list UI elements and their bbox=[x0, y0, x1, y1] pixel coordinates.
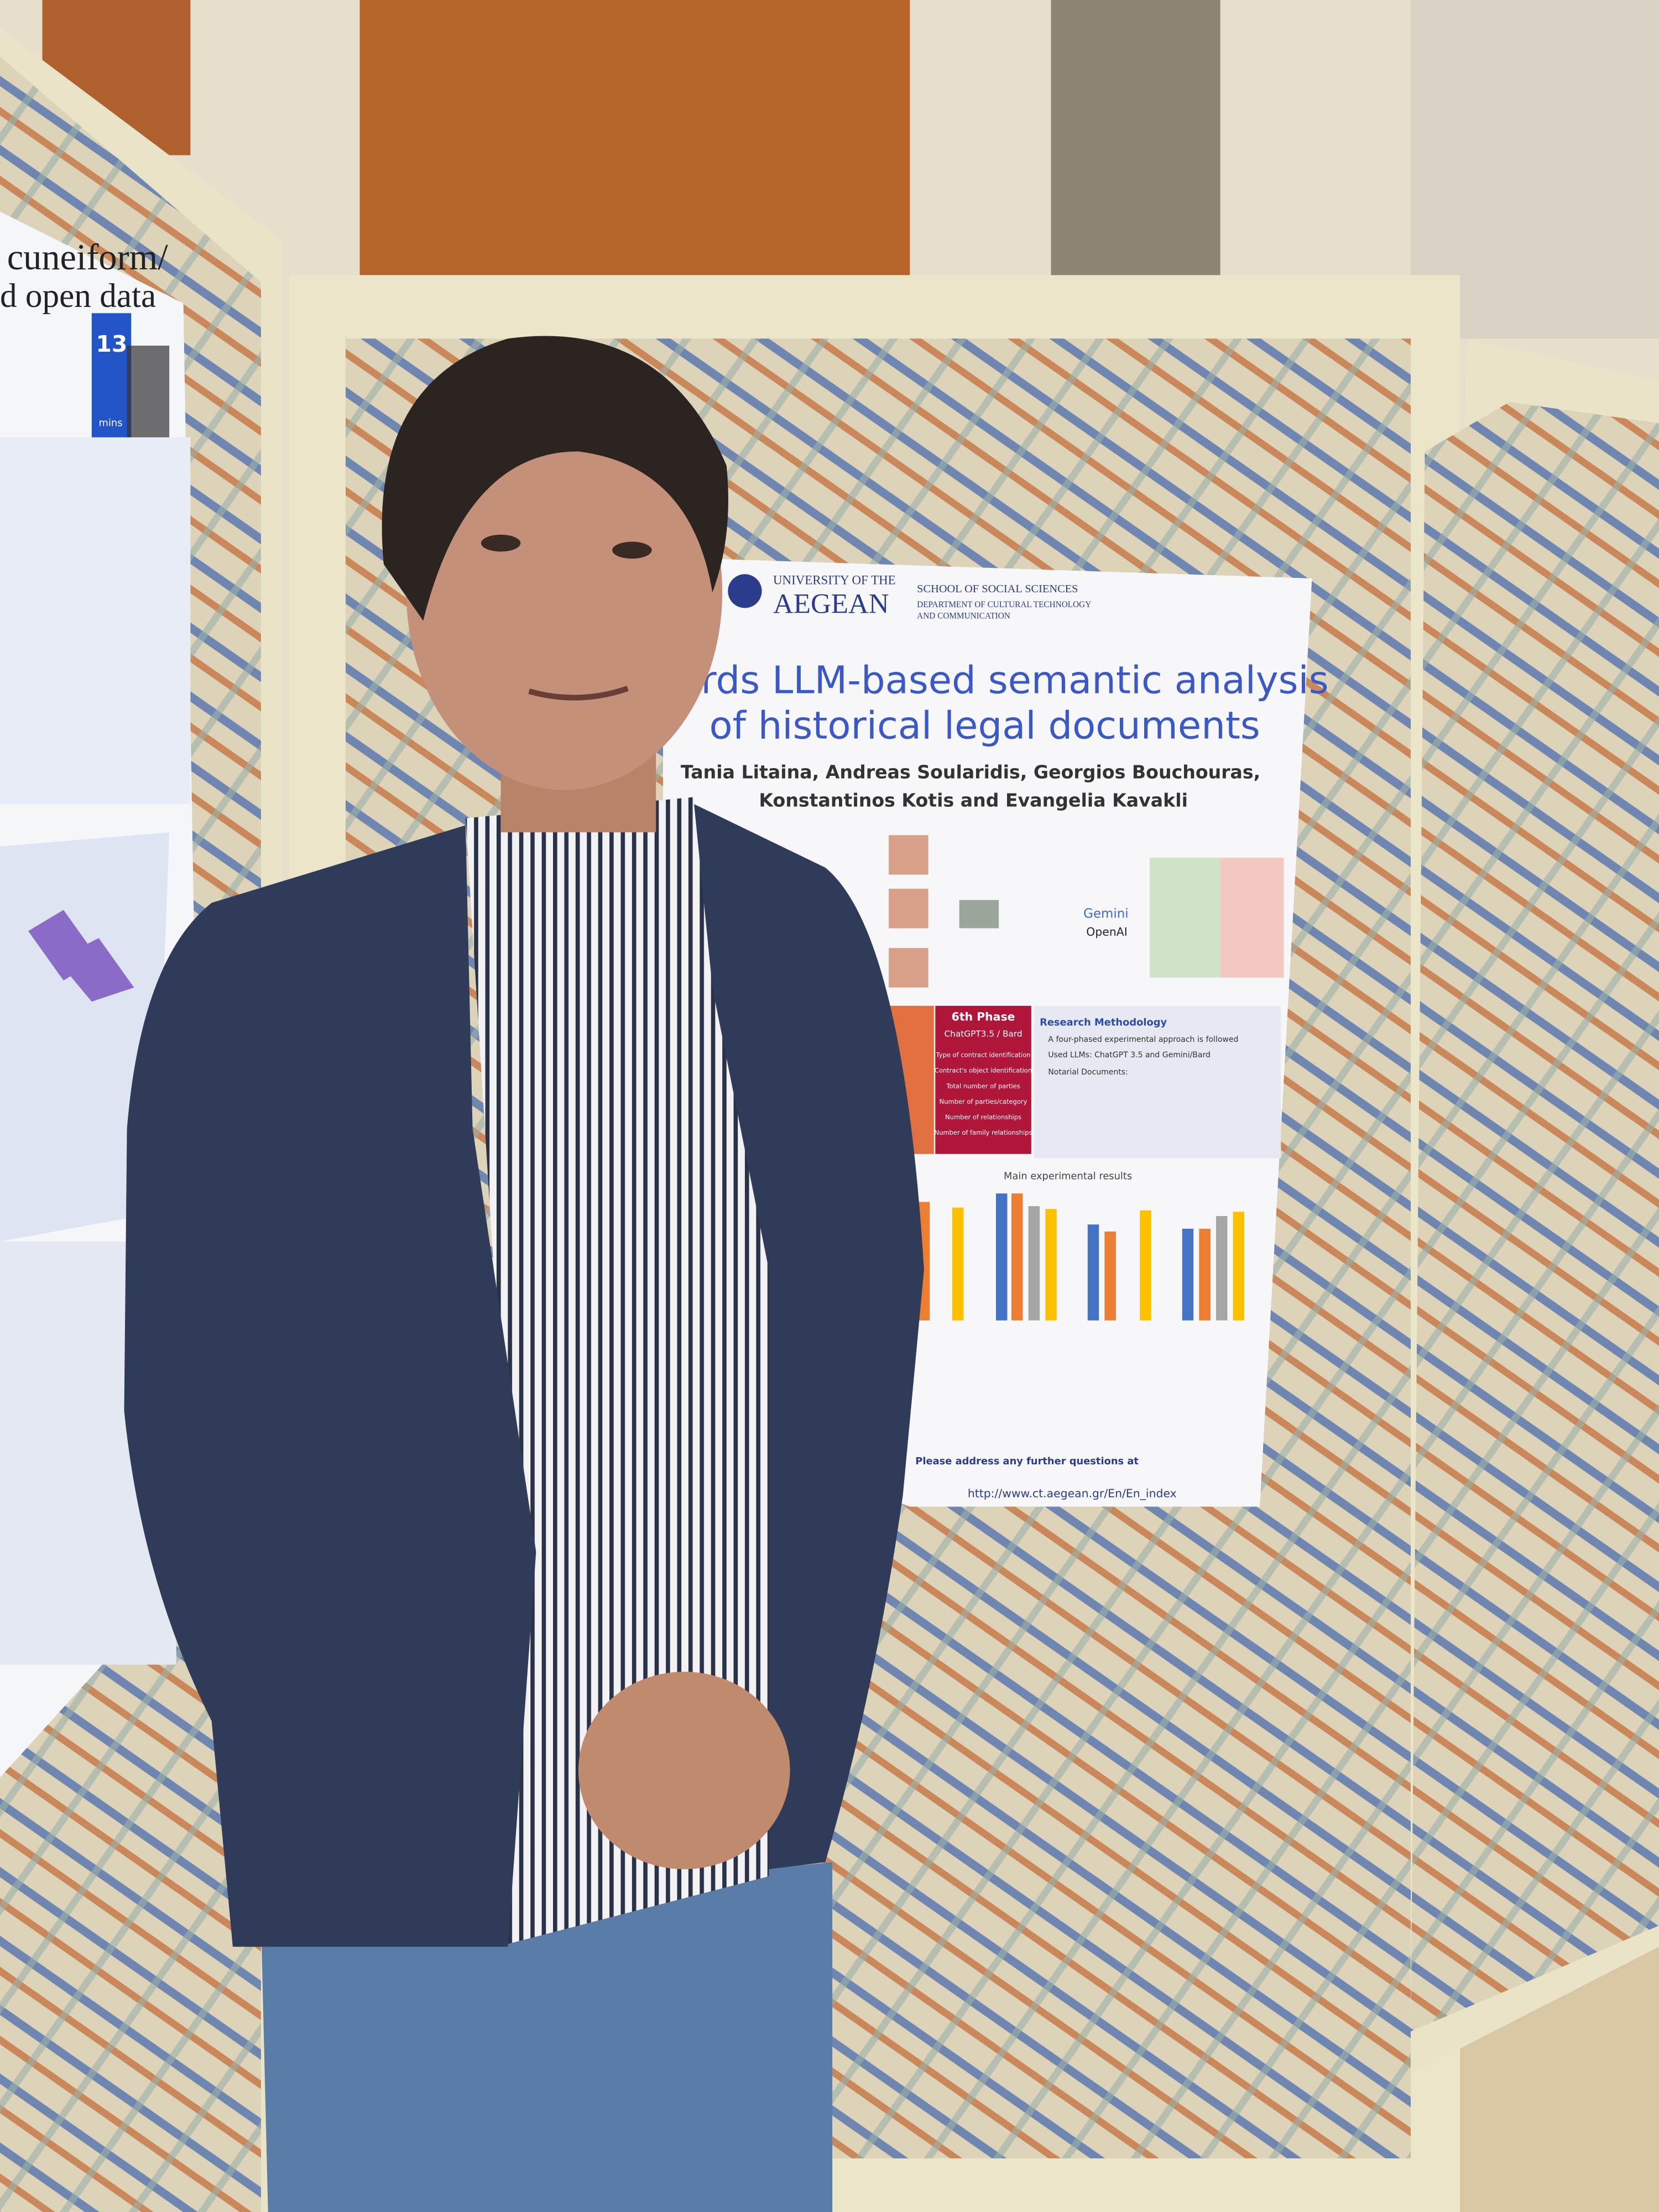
curtain bbox=[1051, 0, 1220, 317]
department: AND COMMUNICATION bbox=[917, 611, 1010, 620]
poster-title: of historical legal documents bbox=[709, 703, 1260, 748]
methodology-item: A four-phased experimental approach is f… bbox=[1048, 1035, 1238, 1044]
bar-decoration bbox=[1215, 1215, 1228, 1321]
logo bbox=[728, 574, 762, 608]
bar-decoration bbox=[1104, 1232, 1116, 1321]
phase-box bbox=[935, 1005, 1031, 1154]
bar-decoration bbox=[1140, 1210, 1151, 1321]
authors: Tania Litaina, Andreas Soularidis, Georg… bbox=[681, 761, 1260, 782]
bar-decoration bbox=[1182, 1228, 1194, 1321]
methodology-title: Research Methodology bbox=[1040, 1016, 1167, 1028]
wood-panel bbox=[359, 0, 910, 304]
gemini-label: Gemini bbox=[1083, 907, 1129, 921]
eye bbox=[481, 534, 521, 552]
poster-title: wards LLM-based semantic analysis bbox=[646, 659, 1329, 703]
jeans bbox=[260, 1862, 833, 2212]
phase-item: Number of relationships bbox=[945, 1113, 1021, 1121]
phase-item: Type of contract identification bbox=[936, 1051, 1031, 1059]
face bbox=[406, 395, 723, 790]
document-image bbox=[889, 835, 928, 875]
badge bbox=[91, 313, 132, 455]
mouth bbox=[528, 686, 629, 701]
left-poster-title: d open data bbox=[0, 277, 156, 315]
results-title: Main experimental results bbox=[1004, 1171, 1132, 1182]
bar-decoration bbox=[1233, 1212, 1244, 1321]
eye bbox=[612, 541, 652, 559]
output-box bbox=[1150, 858, 1220, 978]
phase-item: Number of parties/category bbox=[940, 1098, 1027, 1105]
left-poster-table bbox=[0, 437, 191, 805]
url: http://www.ct.aegean.gr/En/En_index bbox=[968, 1487, 1177, 1501]
person bbox=[124, 336, 924, 2212]
badge-number: 13 bbox=[96, 331, 127, 357]
right-board bbox=[1411, 402, 1659, 2032]
contact: Please address any further questions at bbox=[915, 1455, 1139, 1467]
phase-label: 6th Phase bbox=[952, 1010, 1015, 1023]
methodology-item: Notarial Documents: bbox=[1048, 1068, 1128, 1077]
document-image bbox=[889, 889, 928, 928]
phase-item: Number of family relationships bbox=[935, 1129, 1032, 1136]
jacket-left bbox=[124, 825, 536, 1947]
diagram-shape bbox=[56, 938, 134, 1002]
methodology-item: Used LLMs: ChatGPT 3.5 and Gemini/Bard bbox=[1048, 1051, 1211, 1060]
bar-decoration bbox=[1087, 1224, 1099, 1321]
phase-item: Total number of parties bbox=[946, 1082, 1020, 1090]
left-poster-title: cuneiform/ bbox=[7, 237, 169, 278]
output-box bbox=[1220, 858, 1284, 978]
openai-label: OpenAI bbox=[1086, 925, 1127, 938]
authors: Konstantinos Kotis and Evangelia Kavakli bbox=[759, 789, 1188, 811]
badge-unit: mins bbox=[99, 417, 123, 429]
jacket-right bbox=[694, 804, 924, 1870]
bar-decoration bbox=[952, 1207, 964, 1321]
phase-item: Contract's object identification bbox=[935, 1067, 1032, 1074]
methodology-box bbox=[1034, 1005, 1281, 1159]
school: SCHOOL OF SOCIAL SCIENCES bbox=[917, 583, 1078, 595]
phase-model: ChatGPT3.5 / Bard bbox=[945, 1029, 1022, 1039]
bar-decoration bbox=[1011, 1193, 1023, 1321]
university: AEGEAN bbox=[773, 589, 889, 620]
bar-decoration bbox=[1199, 1228, 1211, 1321]
process-box bbox=[959, 900, 999, 928]
shirt bbox=[465, 797, 773, 1944]
department: DEPARTMENT OF CULTURAL TECHNOLOGY bbox=[917, 600, 1091, 609]
document-image bbox=[889, 948, 928, 988]
bar-decoration bbox=[996, 1193, 1008, 1321]
bar-decoration bbox=[1045, 1209, 1057, 1321]
university: UNIVERSITY OF THE bbox=[773, 573, 896, 587]
hair bbox=[382, 336, 728, 621]
hands bbox=[578, 1671, 790, 1870]
bar-decoration bbox=[1028, 1206, 1040, 1321]
